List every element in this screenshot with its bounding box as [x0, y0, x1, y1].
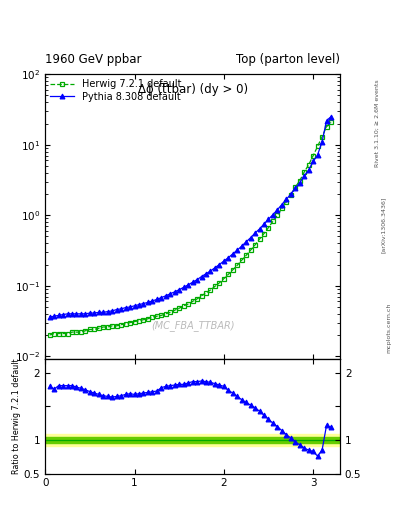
- Text: mcplots.cern.ch: mcplots.cern.ch: [387, 303, 391, 353]
- Legend: Herwig 7.2.1 default, Pythia 8.308 default: Herwig 7.2.1 default, Pythia 8.308 defau…: [48, 77, 184, 103]
- Y-axis label: Ratio to Herwig 7.2.1 default: Ratio to Herwig 7.2.1 default: [12, 359, 21, 474]
- Herwig 7.2.1 default: [47, 332, 52, 338]
- Text: Δϕ (t̅tbar) (dy > 0): Δϕ (t̅tbar) (dy > 0): [138, 83, 248, 96]
- Line: Pythia 8.308 default: Pythia 8.308 default: [47, 114, 333, 319]
- Bar: [45, 434, 340, 446]
- Herwig 7.2.1 default: [204, 290, 208, 296]
- Pythia 8.308 default: [186, 282, 191, 288]
- Pythia 8.308 default: [226, 254, 231, 261]
- Pythia 8.308 default: [329, 114, 333, 120]
- Text: Top (parton level): Top (parton level): [236, 53, 340, 66]
- Herwig 7.2.1 default: [186, 301, 191, 307]
- Herwig 7.2.1 default: [230, 267, 235, 273]
- Line: Herwig 7.2.1 default: Herwig 7.2.1 default: [47, 120, 333, 337]
- Pythia 8.308 default: [230, 251, 235, 257]
- Pythia 8.308 default: [163, 293, 168, 299]
- Text: (MC_FBA_TTBAR): (MC_FBA_TTBAR): [151, 320, 234, 331]
- Pythia 8.308 default: [204, 271, 208, 277]
- Herwig 7.2.1 default: [83, 328, 88, 334]
- Text: Rivet 3.1.10; ≥ 2.6M events: Rivet 3.1.10; ≥ 2.6M events: [375, 79, 380, 167]
- Pythia 8.308 default: [47, 314, 52, 320]
- Herwig 7.2.1 default: [329, 119, 333, 125]
- Pythia 8.308 default: [83, 311, 88, 317]
- Herwig 7.2.1 default: [163, 311, 168, 317]
- Bar: [45, 437, 340, 443]
- Text: 1960 GeV ppbar: 1960 GeV ppbar: [45, 53, 142, 66]
- Text: [arXiv:1306.3436]: [arXiv:1306.3436]: [381, 197, 386, 253]
- Herwig 7.2.1 default: [226, 271, 231, 278]
